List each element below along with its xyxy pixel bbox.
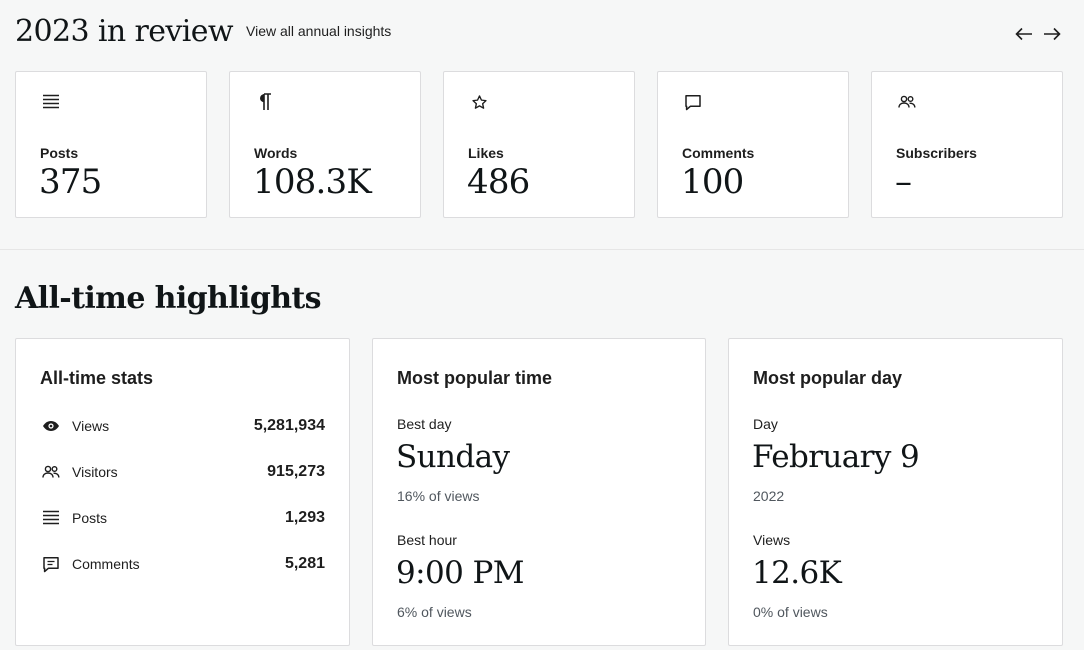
best-hour-label: Best hour — [397, 532, 457, 548]
stat-label: Views — [72, 418, 110, 434]
arrow-right-icon[interactable] — [1042, 22, 1062, 46]
stat-value: 1,293 — [284, 509, 325, 526]
annual-review-section: 2023 in review View all annual insights … — [0, 0, 1084, 250]
stat-value: 915,273 — [267, 463, 325, 480]
subscribers-card: Subscribers – — [871, 71, 1063, 218]
annual-cards: Posts 375 Words 108.3K Likes 486 Comment… — [15, 71, 1063, 218]
stat-label: Visitors — [72, 464, 118, 480]
best-hour-percentage: 6% of views — [397, 604, 472, 620]
stat-label: Posts — [72, 510, 108, 526]
card-label: Words — [254, 145, 298, 161]
panel-title: All-time stats — [40, 368, 154, 388]
stat-label: Comments — [72, 556, 140, 572]
card-label: Likes — [468, 145, 504, 161]
stat-row-comments: Comments 5,281 — [40, 553, 325, 575]
best-hour-value: 9:00 PM — [396, 555, 524, 591]
day-value: February 9 — [752, 439, 920, 475]
words-card: Words 108.3K — [229, 71, 421, 218]
people-icon — [40, 461, 62, 483]
comment-icon — [40, 553, 62, 575]
stat-row-posts: Posts 1,293 — [40, 507, 325, 529]
posts-list-icon — [40, 91, 62, 113]
day-label: Day — [753, 416, 778, 432]
likes-card: Likes 486 — [443, 71, 635, 218]
stat-row-views: Views 5,281,934 — [40, 415, 325, 437]
eye-icon — [40, 415, 62, 437]
views-label: Views — [753, 532, 791, 548]
arrow-left-icon[interactable] — [1014, 22, 1034, 46]
card-label: Posts — [40, 145, 79, 161]
views-percentage: 0% of views — [753, 604, 828, 620]
view-annual-insights-link[interactable]: View all annual insights — [246, 23, 392, 39]
annual-header: 2023 in review View all annual insights — [15, 14, 391, 49]
annual-navigation — [1014, 22, 1062, 46]
best-day-label: Best day — [397, 416, 452, 432]
best-day-percentage: 16% of views — [397, 488, 480, 504]
card-label: Comments — [682, 145, 755, 161]
posts-list-icon — [40, 507, 62, 529]
highlights-title: All-time highlights — [15, 281, 322, 316]
most-popular-time-panel: Most popular time Best day Sunday 16% of… — [372, 338, 706, 646]
paragraph-icon — [254, 91, 276, 113]
comments-card: Comments 100 — [657, 71, 849, 218]
comment-icon — [682, 91, 704, 113]
annual-title: 2023 in review — [15, 14, 234, 49]
card-value: 100 — [681, 162, 744, 202]
best-day-value: Sunday — [396, 439, 510, 475]
most-popular-day-panel: Most popular day Day February 9 2022 Vie… — [728, 338, 1063, 646]
day-year: 2022 — [753, 488, 785, 504]
card-label: Subscribers — [896, 145, 977, 161]
posts-card: Posts 375 — [15, 71, 207, 218]
card-value: 486 — [467, 162, 530, 202]
panel-title: Most popular day — [753, 368, 903, 388]
stat-value: 5,281,934 — [253, 417, 325, 434]
panel-title: Most popular time — [397, 368, 553, 388]
card-value: – — [895, 162, 912, 202]
views-value: 12.6K — [752, 555, 842, 591]
card-value: 108.3K — [253, 162, 372, 202]
stat-row-visitors: Visitors 915,273 — [40, 461, 325, 483]
stat-value: 5,281 — [284, 555, 325, 572]
people-icon — [896, 91, 918, 113]
star-icon — [468, 91, 490, 113]
all-time-stats-panel: All-time stats Views 5,281,934 Visitors … — [15, 338, 350, 646]
card-value: 375 — [39, 162, 102, 202]
